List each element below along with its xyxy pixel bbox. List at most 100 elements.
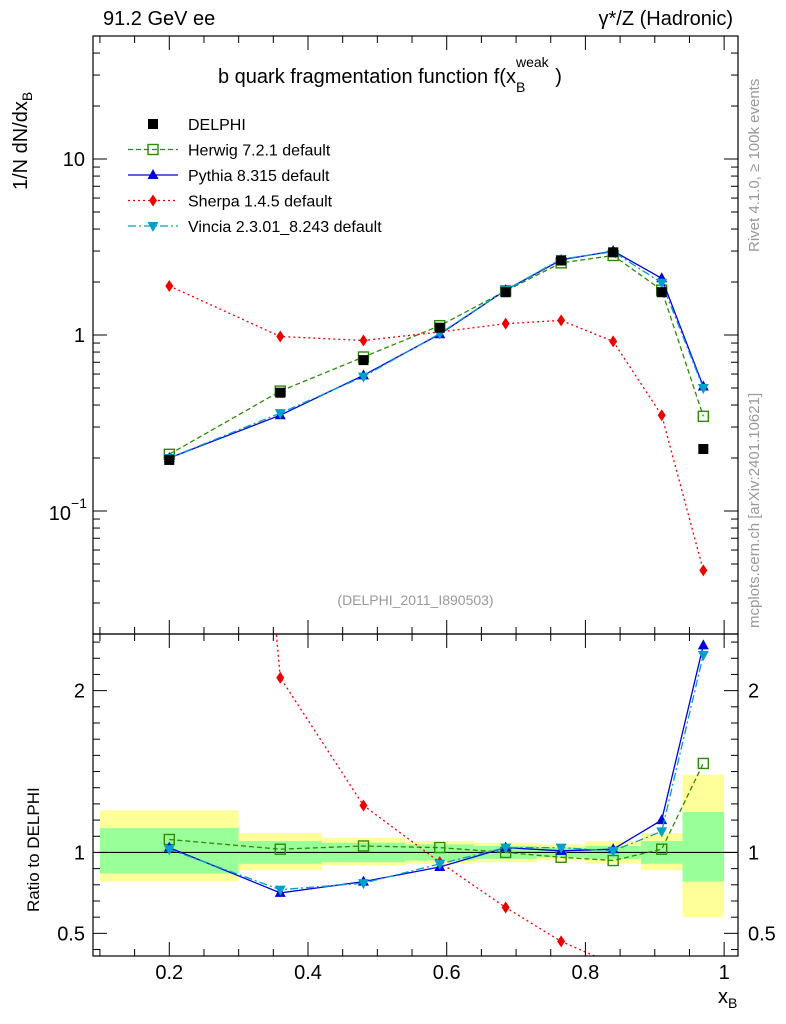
series-point (609, 335, 618, 348)
y-axis-label-sub: B (19, 91, 35, 102)
ratio-axis-label: Ratio to DELPHI (24, 787, 43, 912)
series-vincia-2-3-01-8-243-default (163, 247, 709, 465)
rivet-version-note: Rivet 4.1.0, ≥ 100k events (746, 78, 763, 252)
mcplots-reference: mcplots.cern.ch [arXiv:2401.10621] (746, 392, 763, 628)
legend-entry-pythia-8-315-default: Pythia 8.315 default (128, 168, 330, 185)
series-line (169, 250, 704, 459)
main-y-tick-label-base: 10 (49, 503, 71, 525)
series-point (697, 410, 710, 423)
legend-marker (148, 119, 158, 129)
plot-title: b quark fragmentation function f(x weak B) (218, 54, 562, 95)
ratio-series-point (501, 901, 510, 914)
series-point (557, 314, 566, 327)
legend-marker (149, 194, 157, 207)
series-pythia-8-315-default (163, 245, 709, 463)
plot-title-sup: weak (515, 54, 549, 70)
x-tick-label: 0.8 (572, 962, 600, 984)
ratio-series-point (274, 843, 286, 855)
ratio-series-point (434, 859, 446, 870)
ratio-series-point (357, 879, 369, 890)
ratio-bands (99, 774, 725, 918)
data-delphi (164, 247, 709, 465)
legend: DELPHI Herwig 7.2.1 default Pythia 8.315 d… (128, 117, 382, 236)
data-point (434, 322, 445, 333)
main-y-tick-label: 1 (74, 325, 85, 347)
data-point (656, 287, 667, 298)
header-right: γ*/Z (Hadronic) (598, 8, 733, 30)
data-point (698, 444, 709, 455)
y-axis-label-main: 1/N dN/dx (10, 101, 32, 190)
ratio-band-stat (682, 811, 725, 882)
ratio-y-tick-label: 0.5 (57, 923, 85, 945)
main-y-tick-label: 10 (63, 149, 85, 171)
data-point (500, 287, 511, 298)
legend-marker (147, 222, 159, 232)
series-point (501, 317, 510, 330)
ratio-series-point (697, 757, 710, 770)
legend-entry-sherpa-1-4-5-default: Sherpa 1.4.5 default (128, 194, 333, 211)
header-left: 91.2 GeV ee (103, 8, 216, 30)
y-axis-label: 1/N dN/dxB (10, 92, 35, 190)
ratio-series-point (357, 840, 370, 852)
ratio-series-point (697, 651, 709, 662)
ratio-series-point (500, 843, 512, 854)
plot-title-main: b quark fragmentation function f(x (218, 66, 516, 88)
ratio-series-point (434, 841, 446, 854)
ratio-series-point (658, 976, 666, 988)
ratio-y-tick-label-right: 2 (748, 681, 759, 703)
ratio-y-tick-label-right: 0.5 (748, 923, 776, 945)
series-point (657, 409, 666, 422)
analysis-id-watermark: (DELPHI_2011_I890503) (337, 592, 493, 608)
ratio-series-point (555, 843, 567, 854)
series-point (656, 278, 668, 289)
ratio-series-point (557, 935, 566, 948)
plot-title-close: ) (555, 66, 562, 88)
ratio-series-point (276, 671, 285, 684)
legend-entry-herwig-7-2-1-default: Herwig 7.2.1 default (128, 143, 331, 160)
legend-marker (147, 143, 159, 156)
ratio-series-point (274, 885, 286, 896)
series-point (274, 409, 286, 420)
data-point (556, 255, 567, 266)
plot-title-sub: B (515, 79, 526, 95)
ratio-y-tick-label: 1 (74, 842, 85, 864)
ratio-series-vincia-2-3-01-8-243-default (163, 651, 709, 896)
x-tick-label: 1 (719, 962, 730, 984)
ratio-panel: 2 2 1 1 0.5 0.5 0.2 0.4 0.6 0.8 1 (57, 633, 776, 988)
series-line (169, 251, 704, 459)
series-point (276, 330, 285, 343)
legend-label: Herwig 7.2.1 default (188, 143, 331, 160)
ratio-series-point (163, 845, 175, 856)
series-line (168, 254, 704, 455)
ratio-series-point (699, 976, 707, 988)
main-y-tick-label-exp: −1 (71, 495, 87, 511)
series-point (699, 564, 708, 577)
series-point (165, 279, 174, 292)
x-axis-label-main: x (718, 986, 728, 1008)
series-point (359, 334, 368, 347)
ratio-series-point (607, 846, 619, 857)
x-tick-label: 0.2 (155, 962, 183, 984)
legend-entry-delphi: DELPHI (148, 117, 246, 134)
data-point (164, 454, 175, 465)
ratio-series-point (656, 843, 668, 855)
data-point (275, 387, 286, 398)
ratio-frame (92, 633, 739, 957)
x-tick-label: 0.4 (294, 962, 322, 984)
ratio-y-tick-label-right: 1 (748, 842, 759, 864)
legend-label: Pythia 8.315 default (188, 168, 330, 185)
series-point (357, 372, 369, 383)
main-series-group (163, 245, 710, 577)
ratio-series-group (163, 634, 710, 988)
x-axis-label: xB (718, 986, 737, 1011)
legend-label: Vincia 2.3.01_8.243 default (188, 219, 382, 236)
legend-marker (147, 169, 159, 179)
ratio-series-point (656, 827, 668, 838)
legend-label: DELPHI (188, 117, 246, 134)
x-tick-label: 0.6 (433, 962, 461, 984)
ratio-series-point (359, 799, 368, 812)
data-point (608, 247, 619, 258)
series-point (697, 383, 709, 394)
